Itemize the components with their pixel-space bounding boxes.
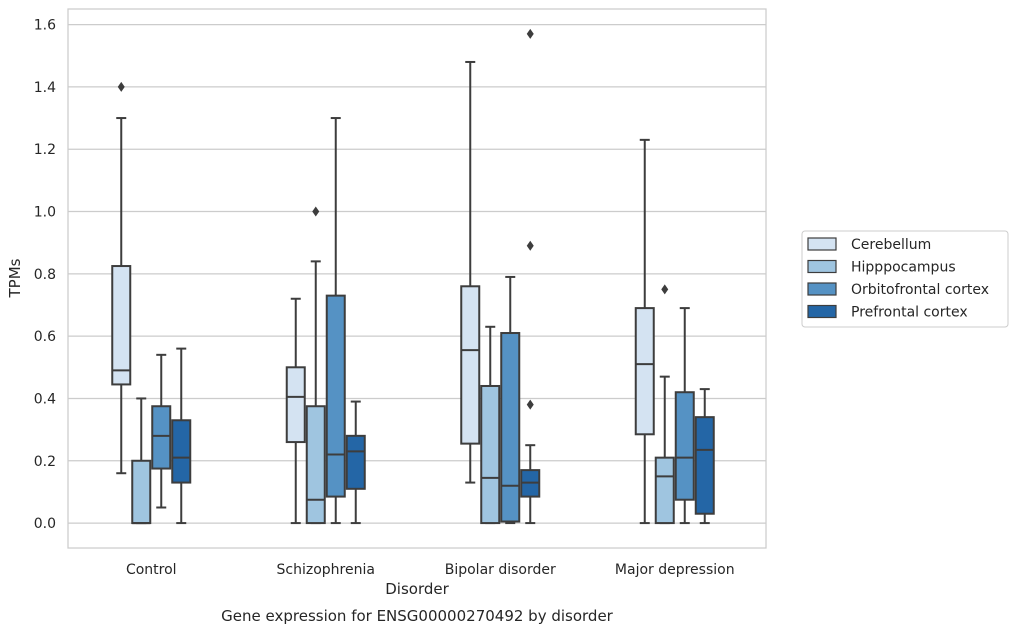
box-orbitofrontal-cortex xyxy=(151,405,172,470)
y-tick-labels: 0.0 0.2 0.4 0.6 0.8 1.0 1.2 1.4 1.6 xyxy=(34,18,56,532)
x-axis-label: Disorder xyxy=(385,580,449,598)
box-cerebellum xyxy=(111,265,132,386)
legend-swatch xyxy=(807,237,837,251)
box-orbitofrontal-cortex xyxy=(500,332,521,523)
box-groups xyxy=(111,28,715,525)
box-hipppocampus xyxy=(480,384,501,525)
box-group-bipolar-disorder xyxy=(460,28,541,525)
legend-entry: Orbitofrontal cortex xyxy=(851,282,989,298)
figure-caption: Gene expression for ENSG00000270492 by d… xyxy=(221,607,614,625)
y-tick-label: 1.2 xyxy=(34,142,56,158)
y-tick-label: 0.0 xyxy=(34,516,56,532)
box-group-major-depression xyxy=(634,138,715,525)
outlier-point xyxy=(526,399,534,410)
outlier-point xyxy=(661,284,669,295)
box-cerebellum xyxy=(285,366,306,444)
y-tick-label: 0.2 xyxy=(34,454,56,470)
x-tick-label: Schizophrenia xyxy=(277,562,375,578)
legend-swatch xyxy=(807,282,837,296)
legend-entry: Hipppocampus xyxy=(851,260,956,276)
box-cerebellum xyxy=(460,285,481,445)
box-prefrontal-cortex xyxy=(171,419,192,484)
box-group-schizophrenia xyxy=(285,117,366,525)
legend-entry: Cerebellum xyxy=(851,237,931,253)
legend-entry: Prefrontal cortex xyxy=(851,305,968,321)
x-tick-label: Control xyxy=(126,562,177,578)
box-prefrontal-cortex xyxy=(694,416,715,515)
box-hipppocampus xyxy=(654,456,675,525)
legend-swatch xyxy=(807,304,837,319)
outlier-point xyxy=(526,28,534,39)
outlier-point xyxy=(117,81,125,92)
y-tick-label: 0.4 xyxy=(34,391,56,407)
y-axis-label: TPMs xyxy=(6,258,24,298)
plot-area-frame xyxy=(67,8,767,549)
x-tick-label: Major depression xyxy=(615,562,735,578)
box-hipppocampus xyxy=(305,405,326,525)
y-tick-label: 0.8 xyxy=(34,267,56,283)
y-tick-label: 1.4 xyxy=(34,80,56,96)
y-tick-label: 1.0 xyxy=(34,205,56,221)
y-tick-label: 0.6 xyxy=(34,329,56,345)
legend-swatch xyxy=(807,259,837,274)
box-orbitofrontal-cortex xyxy=(674,391,695,501)
box-prefrontal-cortex xyxy=(345,434,366,490)
y-tick-label: 1.6 xyxy=(34,18,56,34)
legend-frame xyxy=(801,230,1009,328)
box-cerebellum xyxy=(634,307,655,436)
box-orbitofrontal-cortex xyxy=(325,294,346,498)
outlier-point xyxy=(312,206,320,217)
box-hipppocampus xyxy=(131,459,152,525)
x-tick-labels: Control Schizophrenia Bipolar disorder Majo… xyxy=(126,562,735,578)
legend: Cerebellum Hipppocampus Orbitofrontal cort… xyxy=(801,230,1009,328)
x-tick-label: Bipolar disorder xyxy=(445,562,556,578)
box-group-control xyxy=(111,81,192,525)
outlier-point xyxy=(526,240,534,251)
